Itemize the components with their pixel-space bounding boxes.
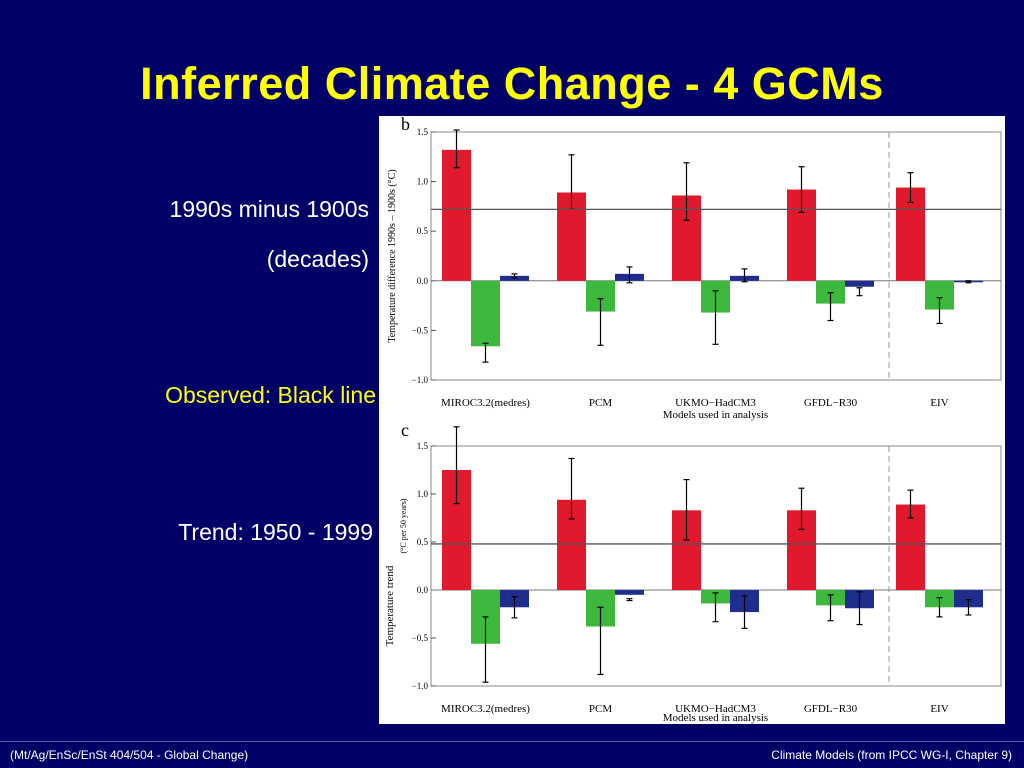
chart-panel-c: c 1.5 1.0 0.5 0.0 −0.5 −1.0 Temperature trend(°…: [384, 420, 1002, 724]
bar-red: [896, 187, 925, 281]
difference-label: 1990s minus 1900s: [169, 196, 369, 222]
bar-blue: [615, 590, 644, 595]
y-tick-label: 0.5: [417, 537, 429, 547]
y-axis-label: Temperature trend: [384, 565, 396, 646]
plot-frame: [430, 131, 1002, 381]
category-label: UKMO−HadCM3: [675, 703, 756, 715]
category-label: MIROC3.2(medres): [441, 703, 530, 715]
observed-label: Observed: Black line: [165, 382, 376, 408]
category-label: EIV: [930, 397, 948, 409]
difference-label-unit: (decades): [266, 246, 369, 272]
models-caption: Models used in analysis: [663, 712, 768, 724]
category-label: GFDL−R30: [804, 397, 858, 409]
y-tick-label: 0.0: [417, 585, 429, 595]
y-tick-label: 1.0: [417, 177, 429, 187]
trend-label: Trend: 1950 - 1999: [178, 519, 373, 545]
category-label: PCM: [589, 703, 612, 715]
category-label: EIV: [930, 703, 948, 715]
chart-panel-b: b 1.5 1.0 0.5 0.0 −0.5 −1.0 Temperature differe…: [387, 116, 1002, 421]
bar-red: [896, 504, 925, 590]
footer-course: (Mt/Ag/EnSc/EnSt 404/504 - Global Change…: [10, 748, 249, 762]
y-axis-unit-label: (°C per 50 years): [399, 498, 408, 553]
y-tick-label: 1.0: [417, 489, 429, 499]
panel-letter: c: [401, 420, 409, 440]
slide-title: Inferred Climate Change - 4 GCMs: [140, 58, 884, 109]
y-tick-label: 0.5: [417, 226, 429, 236]
bar-green: [471, 280, 500, 347]
category-label: UKMO−HadCM3: [675, 397, 756, 409]
chart-panel: b 1.5 1.0 0.5 0.0 −0.5 −1.0 Temperature differe…: [379, 116, 1005, 724]
models-caption: Models used in analysis: [663, 409, 768, 421]
y-tick-label: −0.5: [412, 633, 429, 643]
y-tick-label: −0.5: [412, 325, 429, 335]
bar-blue: [954, 590, 983, 608]
panel-letter: b: [401, 116, 410, 134]
y-tick-label: −1.0: [412, 375, 429, 385]
chart-figure: b 1.5 1.0 0.5 0.0 −0.5 −1.0 Temperature differe…: [384, 116, 1002, 724]
y-tick-label: −1.0: [412, 681, 429, 691]
y-tick-label: 1.5: [417, 127, 429, 137]
footer-source: Climate Models (from IPCC WG-I, Chapter …: [771, 748, 1012, 762]
y-axis-label: Temperature difference 1990s – 1900s (°C…: [387, 169, 398, 342]
category-label: MIROC3.2(medres): [441, 397, 530, 409]
y-tick-label: 0.0: [417, 276, 429, 286]
y-tick-label: 1.5: [417, 441, 429, 451]
plot-frame: [430, 445, 1002, 687]
category-label: GFDL−R30: [804, 703, 858, 715]
bar-red: [442, 149, 471, 281]
bar-blue: [845, 280, 874, 287]
footer-divider: [0, 741, 1024, 742]
category-label: PCM: [589, 397, 612, 409]
